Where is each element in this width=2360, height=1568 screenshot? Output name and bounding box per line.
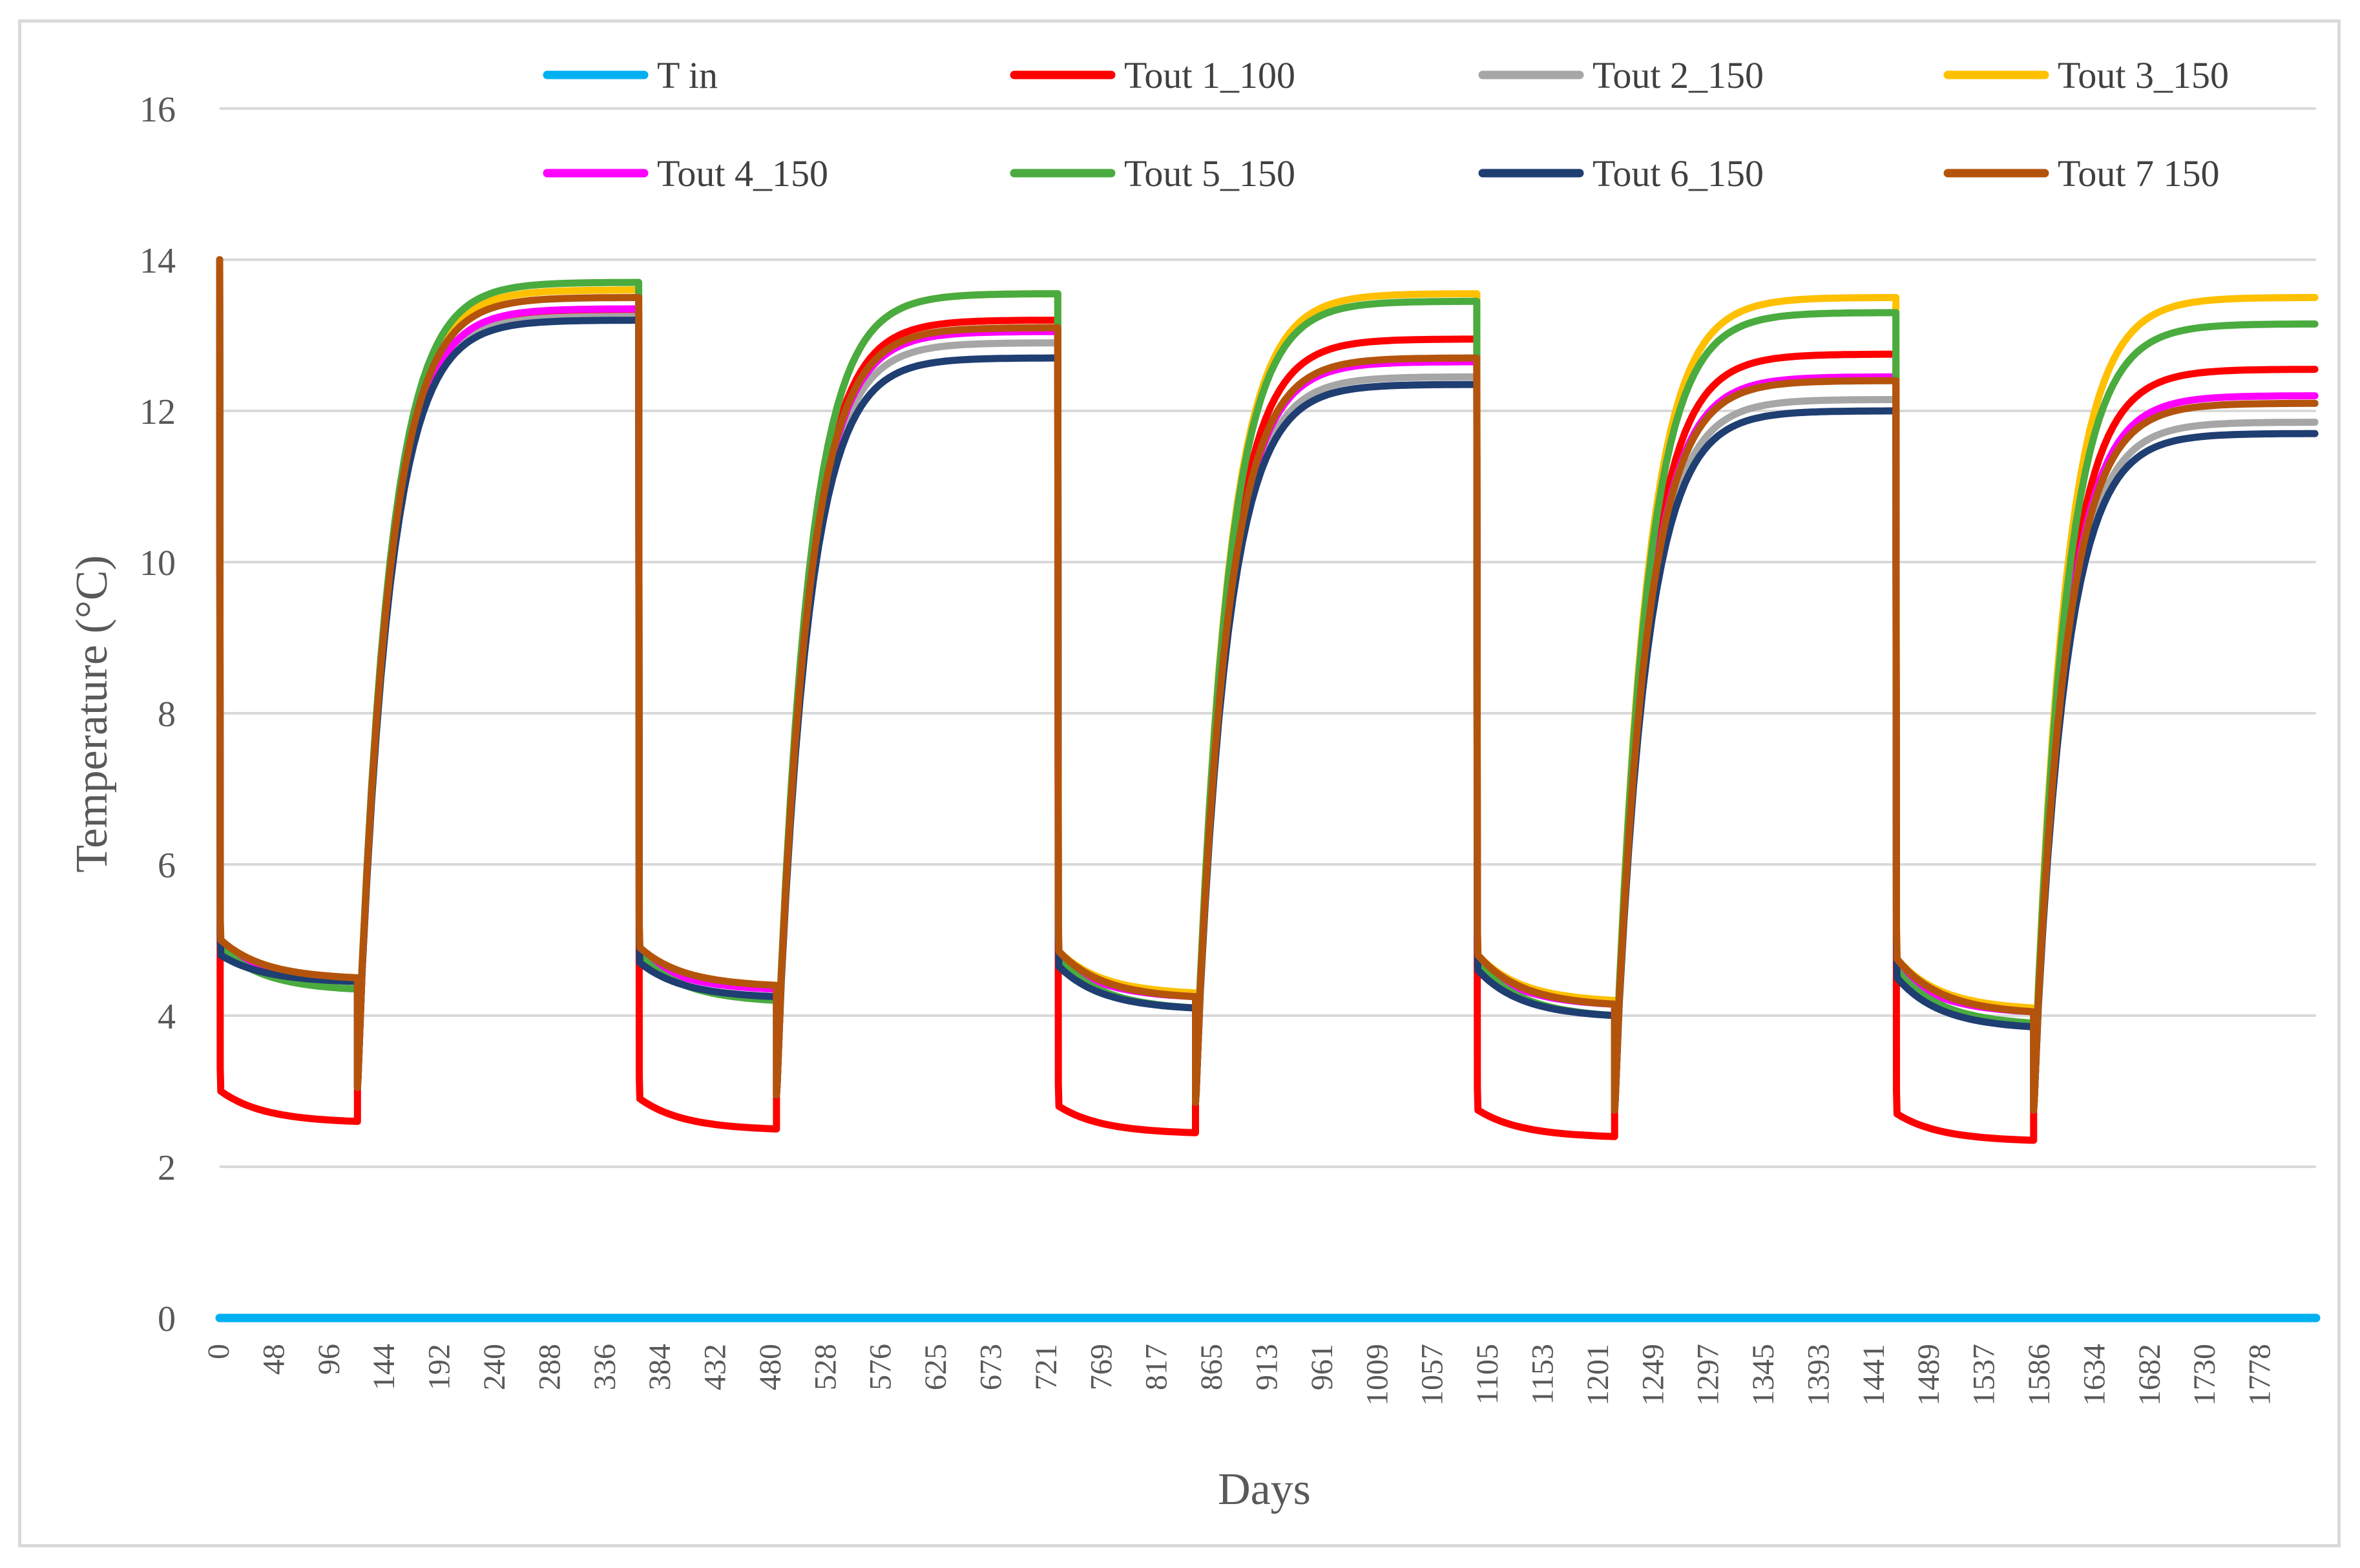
legend-label: Tout 5_150 — [1124, 152, 1295, 194]
x-tick-label: 432 — [698, 1344, 733, 1390]
legend-label: Tout 4_150 — [657, 152, 828, 194]
x-tick-label: 240 — [477, 1344, 512, 1390]
x-tick-label: 1057 — [1415, 1344, 1450, 1406]
y-tick-label: 4 — [158, 997, 176, 1037]
y-axis-title: Temperature (°C) — [67, 555, 117, 872]
x-tick-label: 1586 — [2022, 1344, 2056, 1406]
x-tick-label: 144 — [367, 1344, 401, 1390]
series-line-8 — [216, 256, 2319, 1114]
x-tick-label: 1489 — [1912, 1344, 1946, 1406]
x-tick-label: 1441 — [1857, 1344, 1891, 1406]
x-tick-label: 1537 — [1967, 1344, 2001, 1406]
x-tick-label: 528 — [808, 1344, 842, 1390]
series-lines — [215, 256, 2321, 1322]
series-line-2 — [216, 256, 2319, 1144]
x-tick-label: 96 — [312, 1344, 346, 1375]
x-tick-label: 576 — [864, 1344, 898, 1390]
x-axis-ticks: 0 48 96 144 192 240 288 336 384 432 480 528 576 625 67… — [202, 1344, 2277, 1406]
x-tick-label: 1345 — [1746, 1344, 1780, 1406]
x-axis-title: Days — [1218, 1465, 1311, 1514]
x-tick-label: 1297 — [1691, 1344, 1726, 1406]
series-line-6 — [216, 256, 2319, 1114]
y-tick-label: 6 — [158, 846, 176, 886]
x-tick-label: 625 — [919, 1344, 953, 1390]
x-tick-label: 1778 — [2243, 1344, 2277, 1406]
x-tick-label: 1393 — [1801, 1344, 1835, 1406]
series-line-7 — [216, 256, 2319, 1114]
y-tick-label: 0 — [158, 1299, 176, 1339]
x-tick-label: 673 — [974, 1344, 1008, 1390]
x-tick-label: 1009 — [1360, 1344, 1394, 1406]
y-tick-label: 14 — [140, 241, 176, 281]
x-tick-label: 192 — [423, 1344, 457, 1390]
x-tick-label: 0 — [202, 1344, 236, 1359]
x-tick-label: 480 — [753, 1344, 788, 1390]
y-tick-label: 2 — [158, 1148, 176, 1188]
x-tick-label: 1634 — [2077, 1344, 2111, 1406]
y-axis-ticks: 0 2 4 6 8 10 12 14 16 — [140, 90, 176, 1339]
legend-label: Tout 3_150 — [2058, 54, 2229, 96]
legend-label: Tout 2_150 — [1592, 54, 1764, 96]
legend-label: Tout 7 150 — [2058, 152, 2220, 194]
x-tick-label: 288 — [532, 1344, 567, 1390]
x-tick-label: 1730 — [2188, 1344, 2222, 1406]
x-tick-label: 769 — [1084, 1344, 1118, 1390]
legend-label: Tout 6_150 — [1592, 152, 1764, 194]
legend-label: T in — [657, 54, 718, 96]
legend-label: Tout 1_100 — [1124, 54, 1295, 96]
x-tick-label: 1249 — [1636, 1344, 1670, 1406]
y-tick-label: 16 — [140, 90, 176, 130]
y-tick-label: 12 — [140, 392, 176, 432]
x-tick-label: 336 — [588, 1344, 622, 1390]
chart-frame — [18, 19, 2341, 1547]
legend: T in Tout 1_100 Tout 2_150 Tout 3_150 Tout 4… — [543, 54, 2229, 194]
x-tick-label: 913 — [1250, 1344, 1284, 1390]
y-tick-label: 8 — [158, 695, 176, 735]
y-tick-label: 10 — [140, 543, 176, 583]
x-tick-label: 865 — [1195, 1344, 1229, 1390]
x-tick-label: 817 — [1140, 1344, 1174, 1390]
x-tick-label: 1153 — [1525, 1344, 1560, 1405]
x-tick-label: 721 — [1029, 1344, 1063, 1390]
x-tick-label: 1201 — [1581, 1344, 1615, 1406]
x-tick-label: 961 — [1305, 1344, 1339, 1390]
x-tick-label: 384 — [643, 1344, 677, 1390]
x-tick-label: 48 — [256, 1344, 291, 1375]
x-tick-label: 1682 — [2133, 1344, 2167, 1406]
x-tick-label: 1105 — [1470, 1344, 1505, 1405]
